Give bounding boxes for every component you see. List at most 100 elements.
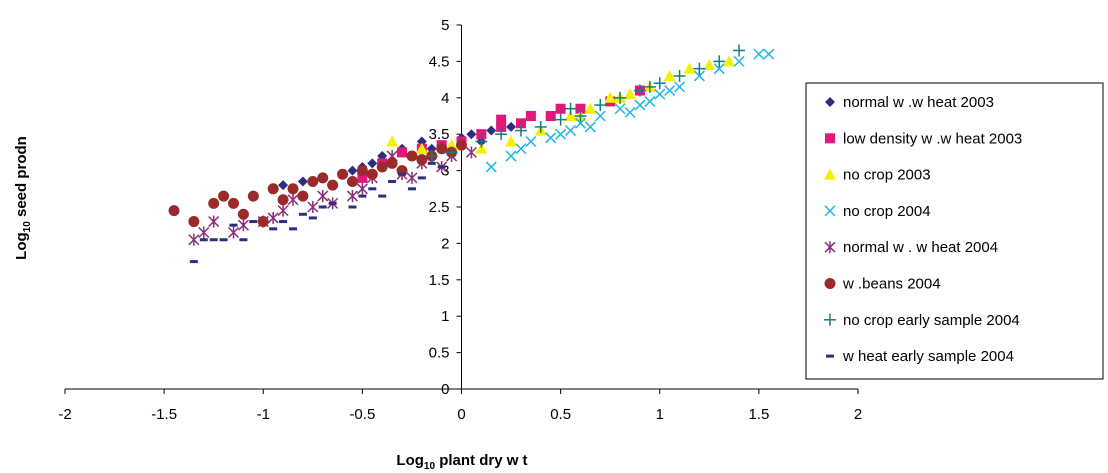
data-point bbox=[753, 48, 765, 60]
data-point bbox=[723, 55, 736, 67]
data-point bbox=[376, 161, 388, 173]
data-point bbox=[208, 215, 220, 228]
data-point bbox=[575, 103, 586, 114]
data-point bbox=[683, 62, 696, 74]
data-point bbox=[358, 194, 367, 198]
data-point bbox=[406, 171, 418, 184]
data-point bbox=[506, 121, 517, 132]
data-point bbox=[378, 194, 387, 198]
data-point bbox=[515, 118, 526, 129]
y-tick-label: 5 bbox=[441, 17, 449, 34]
data-point bbox=[486, 125, 497, 136]
x-tick-label: 0 bbox=[457, 406, 465, 423]
legend-entry: w heat early sample 2004 bbox=[826, 348, 1014, 365]
data-point bbox=[267, 211, 279, 224]
data-point bbox=[237, 219, 249, 232]
x-axis-title: Log10 plant dry w t bbox=[396, 452, 527, 472]
data-point bbox=[198, 226, 210, 239]
data-point bbox=[218, 190, 230, 202]
data-point bbox=[555, 128, 567, 140]
data-point bbox=[594, 110, 606, 122]
data-point bbox=[267, 183, 279, 195]
legend-marker bbox=[824, 313, 836, 326]
data-point bbox=[496, 114, 507, 125]
data-point bbox=[574, 110, 587, 122]
data-point bbox=[564, 102, 577, 115]
data-point bbox=[693, 70, 705, 82]
data-point bbox=[515, 143, 527, 155]
y-tick-label: 1.5 bbox=[429, 272, 450, 289]
data-point bbox=[437, 165, 446, 169]
data-point bbox=[327, 179, 339, 191]
y-tick-label: 4.5 bbox=[429, 53, 450, 70]
data-point bbox=[693, 62, 706, 75]
x-tick-label: 0.5 bbox=[550, 406, 571, 423]
legend-marker bbox=[825, 97, 835, 107]
legend-marker bbox=[824, 168, 836, 180]
legend-marker bbox=[824, 241, 836, 254]
data-point bbox=[624, 88, 637, 100]
legend-entry: normal w .w heat 2003 bbox=[825, 94, 994, 111]
legend-label: no crop 2003 bbox=[843, 167, 931, 184]
data-point bbox=[425, 150, 438, 163]
data-point bbox=[525, 135, 537, 148]
data-point bbox=[614, 91, 627, 104]
data-point bbox=[406, 150, 418, 162]
y-tick-label: 4 bbox=[441, 90, 449, 107]
tick-labels: -2-1.5-1-0.500.511.5200.511.522.533.544.… bbox=[58, 17, 862, 423]
data-point bbox=[456, 139, 467, 151]
data-point bbox=[277, 204, 289, 217]
legend: normal w .w heat 2003 low density w .w he… bbox=[805, 82, 1104, 380]
y-tick-label: 0.5 bbox=[429, 345, 450, 362]
data-point bbox=[318, 205, 327, 209]
data-point bbox=[357, 172, 368, 183]
data-point bbox=[347, 165, 358, 176]
data-point bbox=[465, 146, 477, 159]
data-point bbox=[417, 176, 426, 180]
legend-box bbox=[805, 82, 1104, 380]
data-point bbox=[367, 158, 378, 169]
legend-marker bbox=[824, 278, 836, 289]
series-8 bbox=[189, 161, 446, 264]
data-point bbox=[278, 180, 289, 191]
x-tick-label: 2 bbox=[854, 406, 862, 423]
data-point bbox=[297, 176, 308, 187]
legend-entry: no crop 2003 bbox=[824, 167, 931, 184]
data-point bbox=[427, 161, 436, 165]
data-point bbox=[317, 190, 329, 203]
data-point bbox=[495, 128, 508, 141]
data-point bbox=[397, 147, 408, 158]
legend-entry: low density w .w heat 2003 bbox=[825, 130, 1022, 147]
data-point bbox=[733, 44, 746, 57]
data-point bbox=[386, 157, 398, 169]
data-point bbox=[356, 165, 368, 177]
data-point bbox=[664, 84, 676, 97]
data-point bbox=[237, 208, 249, 220]
data-point bbox=[614, 103, 626, 115]
legend-marker bbox=[825, 133, 835, 144]
data-point bbox=[247, 190, 259, 202]
y-axis-title: Log10 seed prodn bbox=[13, 136, 33, 260]
data-points bbox=[168, 44, 775, 264]
legend-label: no crop early sample 2004 bbox=[843, 312, 1020, 329]
y-tick-label: 3.5 bbox=[429, 126, 450, 143]
data-point bbox=[475, 142, 488, 154]
data-point bbox=[713, 55, 726, 68]
data-point bbox=[298, 212, 307, 216]
data-point bbox=[249, 220, 258, 224]
data-point bbox=[545, 111, 556, 121]
data-point bbox=[514, 124, 527, 137]
data-point bbox=[436, 143, 448, 155]
series-6 bbox=[168, 139, 467, 228]
x-tick-label: 1 bbox=[656, 406, 664, 423]
data-point bbox=[594, 99, 607, 112]
legend-label: normal w . w heat 2004 bbox=[843, 239, 998, 256]
data-point bbox=[328, 201, 337, 205]
legend-entry: normal w . w heat 2004 bbox=[824, 239, 998, 256]
y-tick-label: 2.5 bbox=[429, 199, 450, 216]
data-point bbox=[703, 59, 716, 71]
data-point bbox=[445, 146, 458, 159]
data-point bbox=[348, 205, 357, 209]
data-point bbox=[199, 238, 208, 242]
data-point bbox=[288, 227, 297, 231]
